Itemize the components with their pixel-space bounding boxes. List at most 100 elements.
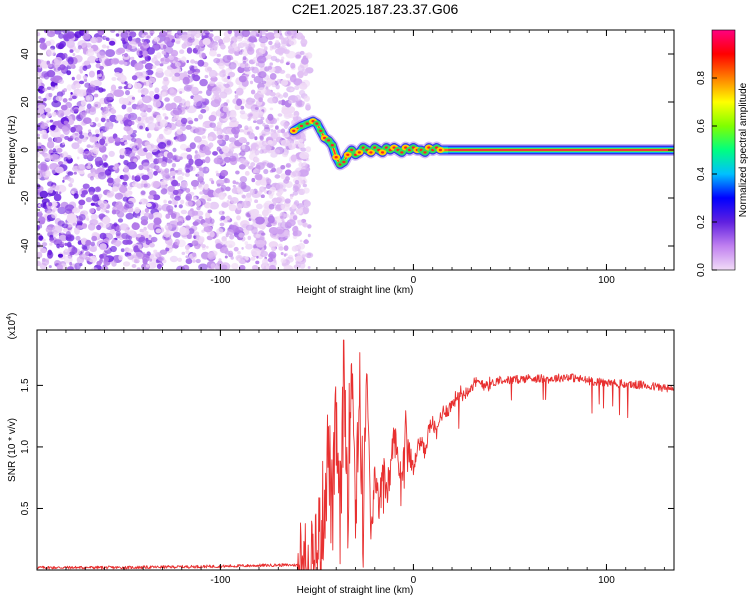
- spectrogram-noise-blob: [163, 199, 167, 204]
- spectrogram-noise-blob: [237, 188, 244, 195]
- spectrogram-noise-blob: [126, 161, 137, 170]
- spectrogram-noise-blob: [99, 200, 108, 209]
- spectrogram-noise-blob: [57, 109, 65, 118]
- spectrogram-noise-blob: [170, 170, 176, 176]
- snr-series-line: [37, 339, 674, 570]
- spectrogram-noise-blob: [275, 125, 279, 130]
- spectrogram-noise-blob: [187, 70, 193, 75]
- spectrogram-noise-blob: [141, 38, 146, 43]
- spectrogram-noise-blob: [97, 171, 107, 180]
- spectrogram-noise-blob: [188, 120, 194, 125]
- spectrogram-noise-blob: [76, 74, 82, 81]
- spectrogram-noise-blob: [117, 218, 124, 223]
- spectrogram-noise-blob: [78, 204, 83, 210]
- spectrogram-noise-blob: [288, 38, 297, 46]
- spectrogram-noise-blob: [109, 114, 117, 123]
- spectrogram-noise-blob: [100, 130, 104, 135]
- snr-y-axis-label: SNR (10 * v/v): [7, 418, 18, 482]
- spectrogram-noise-blob: [254, 199, 259, 203]
- spectrogram-noise-blob: [120, 139, 125, 143]
- spectrogram-noise-blob: [303, 200, 311, 207]
- spectrogram-noise-blob: [240, 159, 249, 165]
- spectrogram-noise-blob: [159, 249, 168, 255]
- spectrogram-noise-blob: [286, 219, 296, 227]
- spectrogram-noise-blob: [52, 225, 63, 234]
- spectrogram-noise-blob: [259, 186, 266, 193]
- spectrogram-noise-blob: [271, 246, 277, 252]
- spectrogram-noise-blob: [283, 265, 294, 270]
- spectrogram-noise-blob: [118, 60, 125, 65]
- spectrogram-noise-blob: [184, 164, 194, 172]
- spectrogram-noise-blob: [66, 84, 72, 91]
- spectrogram-noise-blob: [256, 255, 259, 259]
- spectrogram-noise-blob: [212, 93, 220, 100]
- spectrogram-noise-blob: [267, 140, 273, 145]
- spectrogram-noise-blob: [297, 65, 305, 73]
- spectrogram-noise-blob: [124, 148, 131, 157]
- spectrogram-noise-blob: [42, 44, 47, 50]
- spectrogram-noise-blob: [47, 206, 52, 210]
- spectrogram-noise-blob: [125, 90, 130, 96]
- spectrogram-noise-blob: [72, 53, 76, 57]
- spectrogram-noise-blob: [41, 129, 47, 135]
- tone-track-core: [380, 151, 385, 154]
- spectrogram-noise-blob: [87, 55, 97, 64]
- spectrogram-noise-blob: [46, 140, 55, 149]
- spectrogram-noise-blob: [277, 113, 283, 117]
- spectrogram-noise-blob: [68, 97, 73, 101]
- spectrogram-noise-blob: [228, 48, 235, 54]
- spectrogram-noise-blob: [98, 193, 103, 198]
- spectrogram-noise-blob: [235, 181, 239, 185]
- spectrogram-noise-blob: [192, 196, 197, 201]
- spectrogram-noise-blob: [46, 48, 56, 56]
- spectrogram-noise-blob: [251, 74, 256, 79]
- tone-track-core: [319, 129, 323, 132]
- spectrogram-noise-blob: [155, 114, 162, 122]
- spectrogram-noise-blob: [191, 86, 199, 95]
- spectrogram-noise-blob: [248, 153, 258, 161]
- spectrogram-noise-blob: [222, 105, 230, 113]
- spectrogram-noise-blob: [168, 200, 172, 204]
- spectrogram-noise-blob: [244, 62, 249, 67]
- spectrogram-x-axis-label: Height of straight line (km): [297, 285, 414, 296]
- spectrogram-noise-blob: [94, 129, 100, 135]
- spectrogram-noise-blob: [209, 201, 220, 210]
- spectrogram-noise-blob: [215, 170, 219, 174]
- spectrogram-noise-blob: [142, 50, 149, 57]
- spectrogram-noise-blob: [226, 179, 231, 184]
- spectrogram-noise-blob: [176, 265, 186, 270]
- tone-track-core: [334, 156, 338, 159]
- spectrogram-noise-blob: [307, 224, 312, 229]
- spectrogram-noise-blob: [204, 183, 209, 189]
- spectrogram-noise-blob: [261, 258, 269, 266]
- tone-track-core: [438, 148, 443, 152]
- spectrogram-noise-blob: [122, 174, 129, 182]
- spectrogram-noise-blob: [196, 100, 207, 109]
- spectrogram-noise-blob: [238, 164, 246, 170]
- spectrogram-noise-blob: [167, 152, 173, 159]
- spectrogram-noise-blob: [249, 126, 252, 130]
- spectrogram-noise-blob: [70, 126, 76, 133]
- spectrogram-noise-blob: [166, 158, 173, 164]
- spectrogram-noise-blob: [248, 165, 254, 170]
- spectrogram-noise-blob: [50, 77, 57, 82]
- spectrogram-noise-blob: [51, 213, 58, 219]
- spectrogram-noise-blob: [99, 65, 104, 70]
- spectrogram-noise-blob: [280, 99, 286, 106]
- spectrogram-noise-blob: [88, 129, 92, 133]
- spectrogram-noise-blob: [96, 51, 106, 59]
- spectrogram-noise-blob: [194, 150, 198, 154]
- spectrogram-noise-blob: [126, 248, 133, 254]
- spectrogram-noise-blob: [79, 170, 85, 175]
- spectrogram-noise-blob: [296, 219, 301, 223]
- spectrogram-y-tick-label: -40: [20, 238, 31, 253]
- spectrogram-noise-blob: [139, 198, 148, 205]
- spectrogram-noise-blob: [47, 30, 56, 38]
- spectrogram-noise-blob: [221, 238, 228, 245]
- spectrogram-noise-blob: [180, 209, 188, 215]
- spectrogram-noise-blob: [232, 42, 238, 49]
- spectrogram-noise-blob: [280, 204, 285, 210]
- spectrogram-noise-blob: [56, 243, 60, 249]
- spectrogram-noise-blob: [47, 63, 53, 68]
- spectrogram-noise-blob: [138, 72, 143, 77]
